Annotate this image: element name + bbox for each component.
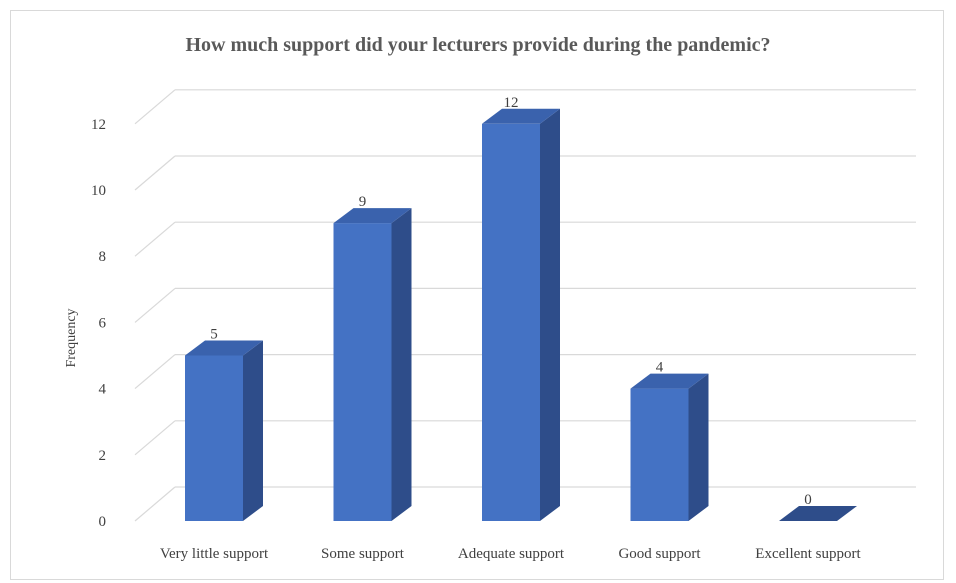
gridline-diagonal [134, 287, 176, 323]
x-tick-label: Excellent support [755, 546, 861, 562]
gridline-diagonal [134, 89, 176, 125]
bar-top [630, 373, 709, 389]
x-tick-label: Some support [321, 546, 405, 562]
bar [185, 355, 243, 521]
y-tick-label: 12 [91, 117, 106, 133]
chart-area [10, 10, 944, 580]
y-tick-label: 4 [99, 382, 107, 398]
y-tick-label: 8 [99, 249, 107, 265]
gridline-diagonal [134, 155, 176, 191]
x-tick-label: Very little support [160, 546, 269, 562]
data-label: 12 [504, 95, 519, 111]
bar-top [779, 506, 857, 521]
data-label: 4 [656, 360, 664, 376]
x-tick-label: Good support [618, 546, 701, 562]
bar [333, 223, 392, 521]
bar-side [391, 208, 412, 521]
y-tick-label: 0 [99, 514, 107, 530]
y-tick-label: 10 [91, 183, 106, 199]
bar-top [185, 340, 263, 356]
x-tick-label: Adequate support [458, 546, 565, 562]
bar-top [333, 208, 412, 224]
data-label: 9 [359, 194, 367, 210]
y-tick-label: 2 [99, 448, 107, 464]
data-label: 5 [210, 327, 218, 343]
bar-top [482, 108, 560, 124]
bar [630, 388, 689, 521]
bar-side [688, 373, 709, 521]
gridline-diagonal [134, 420, 176, 456]
data-label: 0 [804, 492, 812, 508]
gridline-diagonal [134, 486, 176, 522]
bar-side [540, 108, 560, 522]
gridline-diagonal [134, 354, 176, 390]
y-tick-label: 6 [99, 315, 107, 331]
chart-title: How much support did your lecturers prov… [185, 34, 771, 56]
bar [482, 123, 540, 522]
gridline-diagonal [134, 221, 176, 257]
bar-side [243, 340, 263, 521]
